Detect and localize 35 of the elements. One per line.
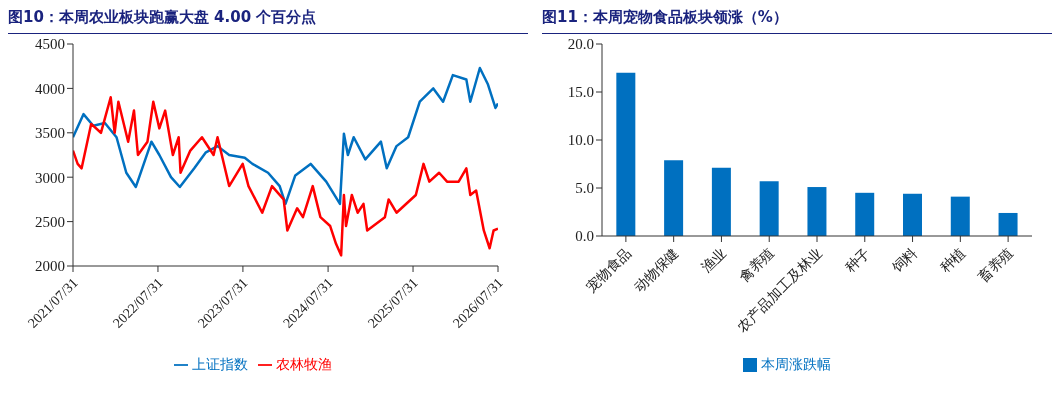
legend-label: 农林牧渔: [276, 356, 332, 372]
chart-title: 图11：本周宠物食品板块领涨（%）: [542, 8, 1052, 34]
bar: [616, 72, 636, 236]
bar: [759, 181, 779, 236]
x-tick-label: 宠物食品: [583, 245, 634, 296]
y-tick-label: 20.0: [567, 36, 594, 53]
chart-title: 图10：本周农业板块跑赢大盘 4.00 个百分点: [8, 8, 528, 34]
bar: [664, 160, 684, 236]
x-tick-label: 畜养殖: [974, 244, 1016, 286]
x-tick-label: 种子: [842, 245, 873, 276]
x-tick-label: 种植: [937, 245, 969, 276]
y-tick-label: 0.0: [575, 228, 594, 245]
x-tick-label: 禽养殖: [736, 245, 777, 286]
y-tick-label: 4500: [35, 36, 65, 53]
bar: [998, 212, 1018, 236]
bar: [711, 167, 731, 236]
bar: [807, 187, 827, 236]
y-tick-label: 5.0: [575, 180, 594, 197]
x-tick-label: 饲料: [889, 245, 921, 277]
y-tick-label: 15.0: [567, 84, 594, 101]
y-tick-label: 4000: [35, 80, 65, 97]
line-series: [73, 96, 498, 257]
legend-label: 本周涨跌幅: [761, 356, 831, 372]
legend-label: 上证指数: [192, 356, 248, 372]
line-series: [73, 66, 498, 206]
bar: [855, 192, 875, 236]
bar: [903, 193, 922, 236]
x-tick-label: 动物保健: [631, 245, 682, 296]
y-tick-label: 2000: [35, 258, 65, 275]
y-tick-label: 3500: [35, 125, 65, 142]
x-tick-label: 渔业: [698, 245, 730, 276]
bar: [950, 196, 970, 236]
y-tick-label: 10.0: [567, 132, 594, 149]
y-tick-label: 2500: [35, 213, 65, 230]
y-tick-label: 3000: [35, 169, 65, 186]
